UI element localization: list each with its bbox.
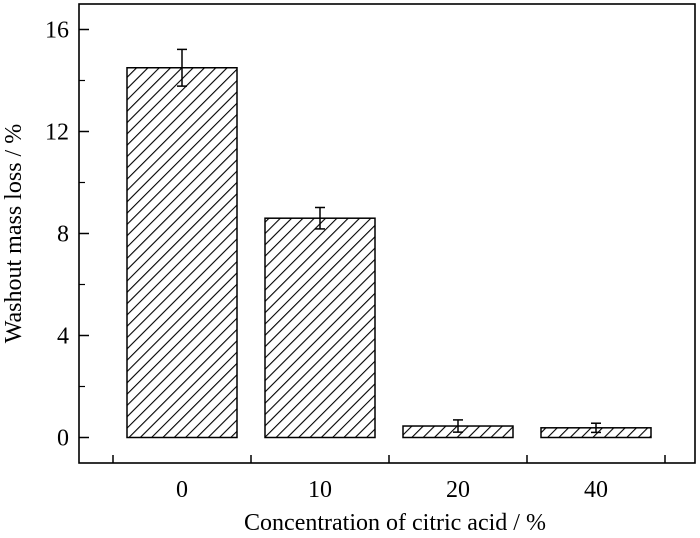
x-tick-label: 20 <box>446 477 470 503</box>
bar-0 <box>126 67 238 439</box>
y-axis-title: Washout mass loss / % <box>1 124 27 343</box>
x-axis: 0 10 20 40 <box>112 455 666 503</box>
error-bar-40 <box>591 422 601 434</box>
y-axis: 0 4 8 12 16 <box>45 18 89 452</box>
y-tick-label: 12 <box>45 120 69 146</box>
bars-layer <box>126 67 652 439</box>
bar-10 <box>264 217 376 439</box>
y-tick-label: 0 <box>57 426 69 452</box>
y-tick-label: 8 <box>57 222 69 248</box>
error-bars-layer <box>177 48 601 434</box>
y-tick-label: 16 <box>45 18 69 44</box>
y-tick-label: 4 <box>57 324 69 350</box>
error-bar-10 <box>315 206 325 230</box>
x-axis-title: Concentration of citric acid / % <box>244 510 546 533</box>
error-bar-0 <box>177 48 187 87</box>
x-tick-label: 0 <box>176 477 188 503</box>
x-tick-label: 10 <box>308 477 332 503</box>
x-tick-label: 40 <box>584 477 608 503</box>
error-bar-20 <box>453 419 463 433</box>
